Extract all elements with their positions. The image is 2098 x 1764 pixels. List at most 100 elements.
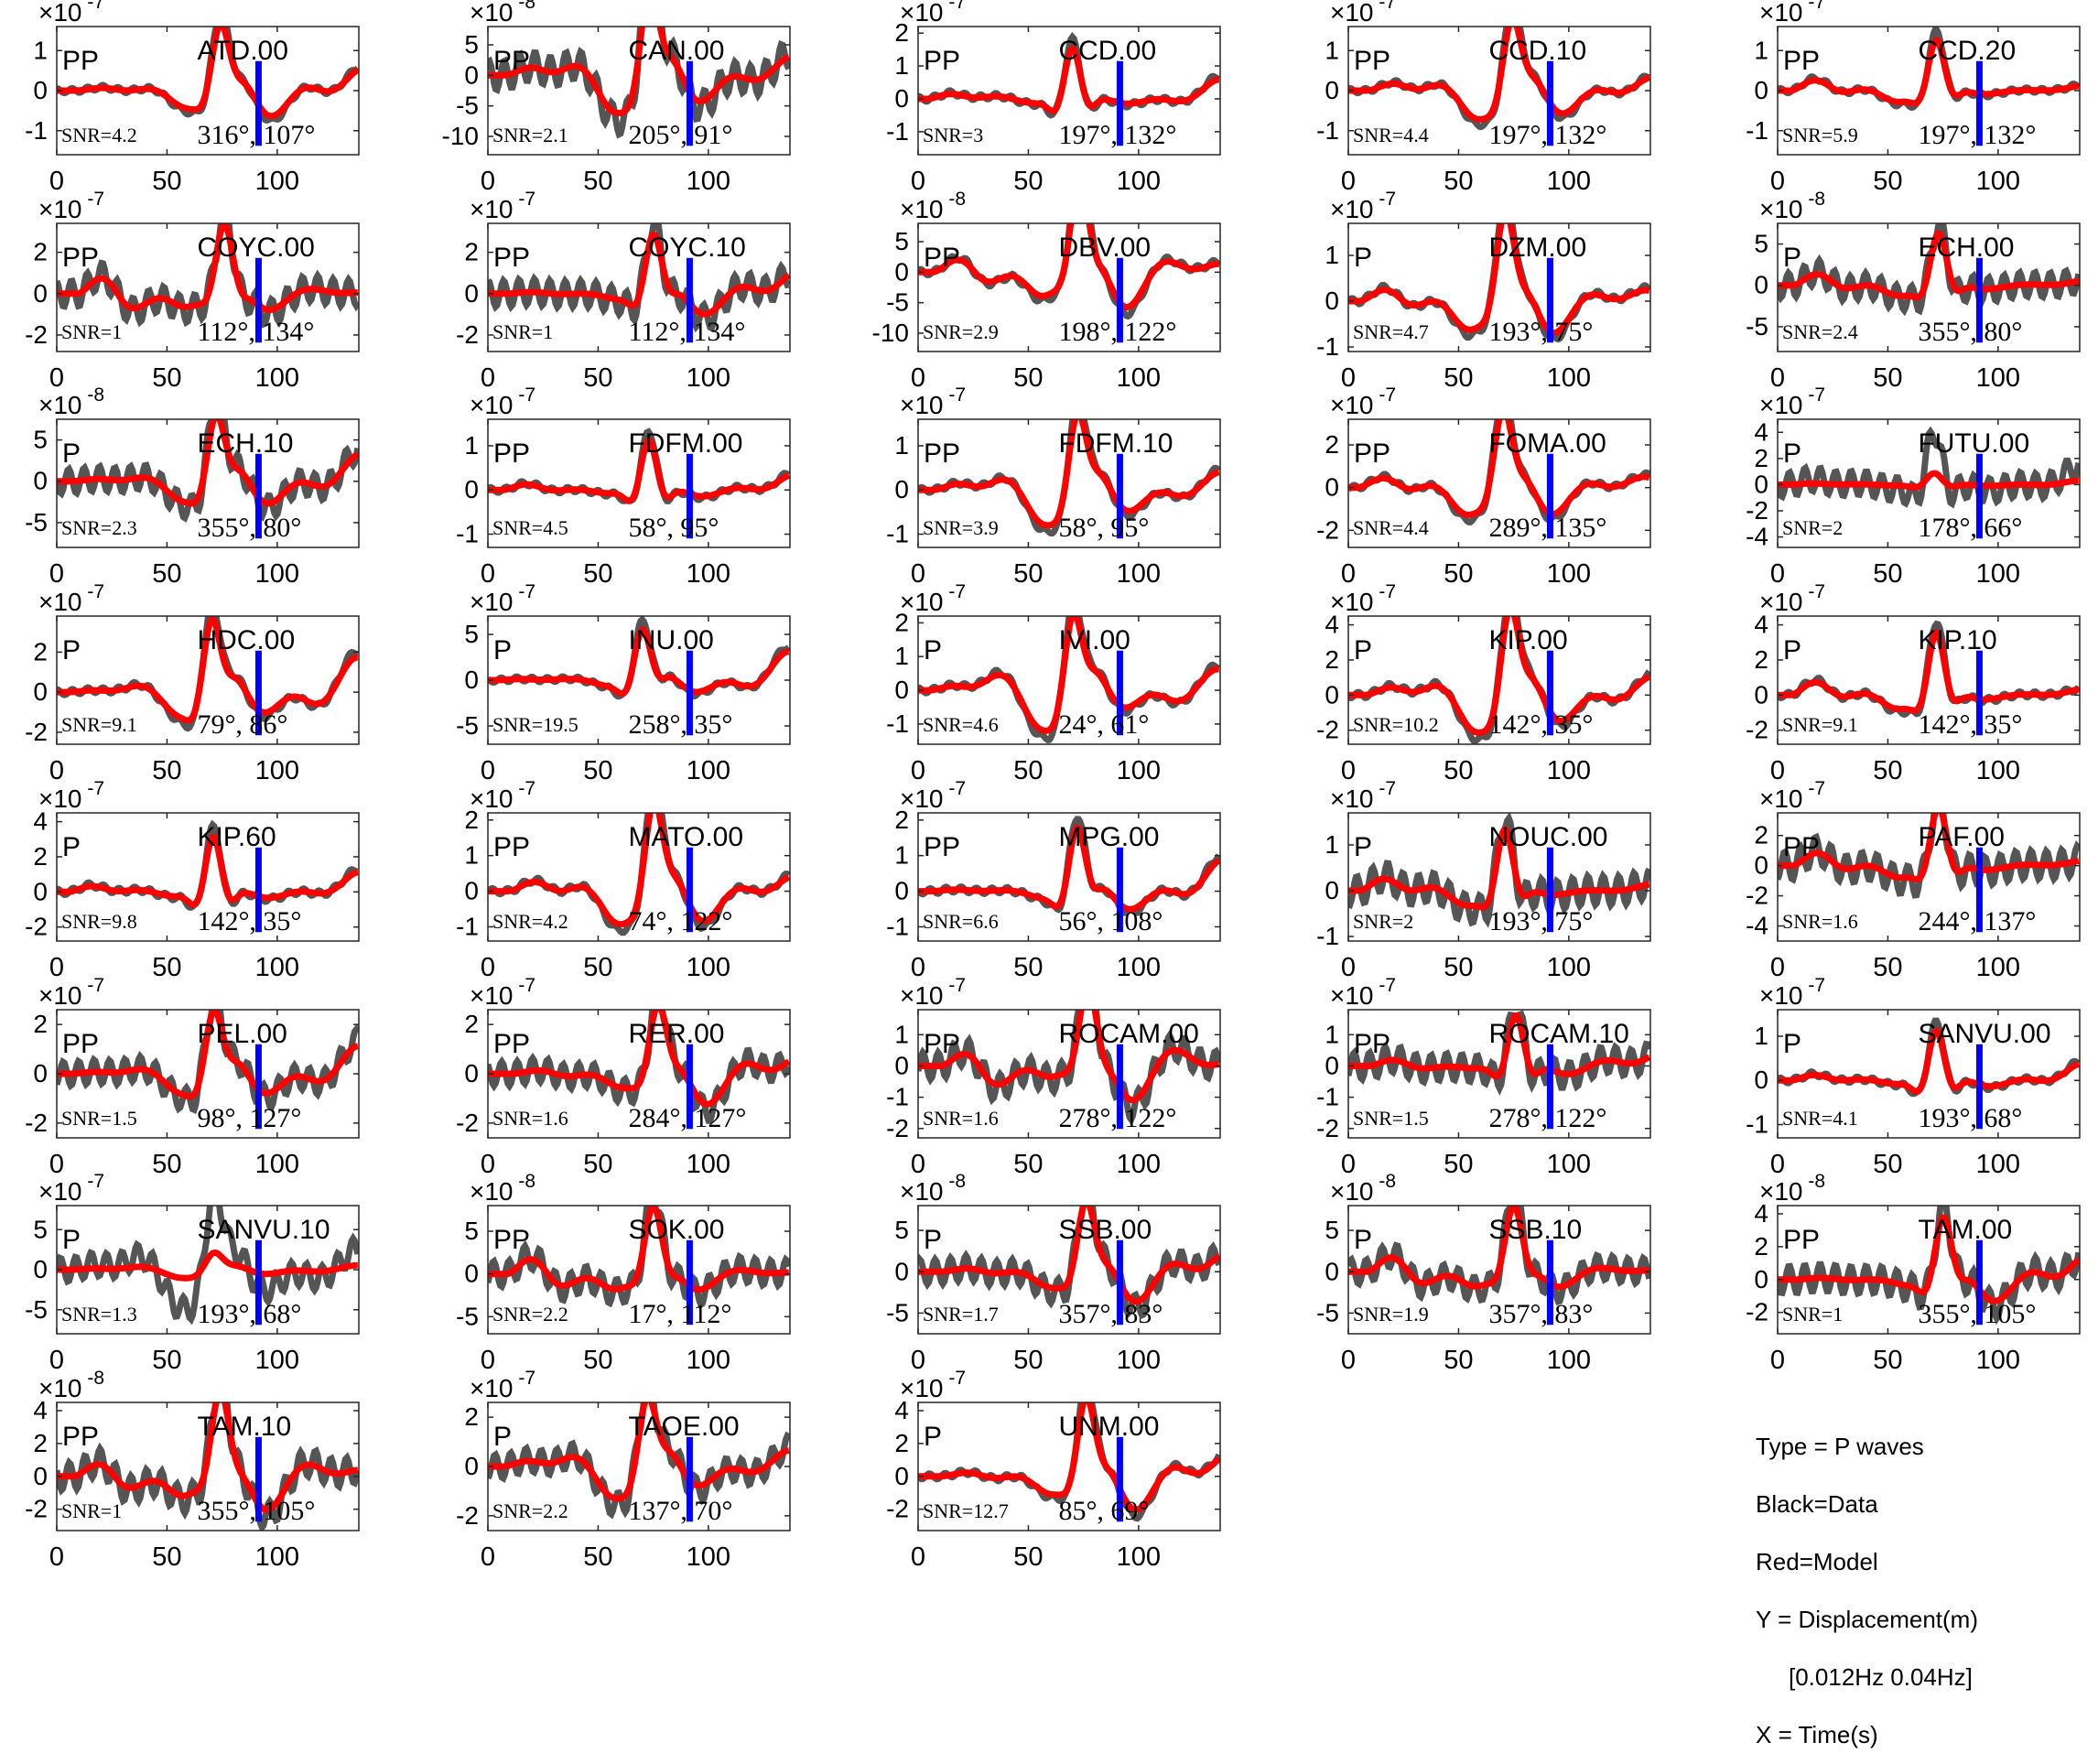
snr-label: SNR=9.1 <box>61 713 137 736</box>
axes-box <box>1347 615 1651 745</box>
snr-label: SNR=4.5 <box>492 516 568 539</box>
axes-box <box>1347 1205 1651 1335</box>
y-tick-label: 1 <box>894 51 909 80</box>
x-tick-label: 0 <box>1770 1150 1785 1179</box>
x-tick-label: 100 <box>1547 1346 1591 1375</box>
axes-box <box>1347 222 1651 352</box>
y-tick-label: 0 <box>1754 271 1768 299</box>
y-exponent-label: ×10 -7 <box>900 581 966 616</box>
y-tick-label: 1 <box>33 36 48 64</box>
y-exponent-label: ×10 -8 <box>38 384 104 419</box>
phase-label: PP <box>1354 438 1390 469</box>
data-trace <box>488 1010 790 1124</box>
y-tick-label: 0 <box>894 257 909 286</box>
model-trace <box>1778 1027 2080 1096</box>
y-exponent-label: ×10 -7 <box>470 189 535 223</box>
phase-label: PP <box>493 1029 530 1059</box>
azimuth-label: 355°, 80° <box>197 513 301 543</box>
x-tick-label: 100 <box>255 1542 299 1567</box>
station-label: IVI.00 <box>1058 625 1130 655</box>
axes-box <box>917 222 1221 352</box>
x-tick-label: 0 <box>49 756 64 785</box>
axes-box <box>487 1205 791 1335</box>
y-exponent-label: ×10 -7 <box>1759 778 1825 813</box>
y-tick-label: 2 <box>894 608 909 636</box>
x-tick-label: 50 <box>583 953 612 982</box>
x-tick-label: 50 <box>1013 1346 1043 1375</box>
x-tick-label: 50 <box>1013 559 1043 589</box>
station-label: CAN.00 <box>628 36 724 66</box>
y-tick-label: 0 <box>894 1462 909 1490</box>
snr-label: SNR=4.7 <box>1353 320 1429 343</box>
station-label: FDFM.00 <box>628 428 742 459</box>
snr-label: SNR=1 <box>61 320 122 343</box>
y-tick-label: 0 <box>894 1051 909 1079</box>
azimuth-label: 98°, 127° <box>197 1103 301 1133</box>
y-exponent-label: ×10 -7 <box>1759 975 1825 1010</box>
azimuth-label: 284°, 127° <box>628 1103 746 1133</box>
model-trace <box>918 1206 1220 1305</box>
y-exponent-label: ×10 -7 <box>900 778 966 813</box>
data-trace <box>57 27 359 124</box>
y-tick-label: 0 <box>1325 680 1339 709</box>
y-tick-label: 5 <box>894 227 909 255</box>
y-tick-label: 0 <box>464 666 479 694</box>
phase-label: P <box>1354 1225 1372 1255</box>
phase-label: PP <box>1783 832 1820 862</box>
x-tick-label: 0 <box>1770 756 1785 785</box>
phase-label: PP <box>1354 46 1390 76</box>
x-tick-label: 100 <box>255 363 299 393</box>
snr-label: SNR=9.1 <box>1782 713 1858 736</box>
snr-label: SNR=1.9 <box>1353 1303 1429 1326</box>
azimuth-label: 56°, 108° <box>1058 906 1163 936</box>
phase-label: PP <box>1783 46 1820 76</box>
model-trace <box>488 437 790 504</box>
x-tick-label: 50 <box>1873 953 1902 982</box>
azimuth-label: 278°, 122° <box>1488 1103 1606 1133</box>
y-tick-label: 1 <box>894 1020 909 1048</box>
snr-label: SNR=12.7 <box>923 1499 1009 1522</box>
y-tick-label: 2 <box>1325 430 1339 459</box>
y-tick-label: -5 <box>456 1302 479 1330</box>
phase-label: P <box>1783 1029 1801 1059</box>
axes-box <box>1777 812 2081 942</box>
y-tick-label: -2 <box>25 1495 48 1523</box>
station-label: CCD.10 <box>1488 36 1586 66</box>
snr-label: SNR=1.5 <box>61 1107 137 1130</box>
y-tick-label: 2 <box>33 842 48 871</box>
y-tick-label: 2 <box>33 1429 48 1457</box>
y-exponent-label: ×10 -7 <box>900 1368 966 1402</box>
azimuth-label: 112°, 134° <box>197 317 314 347</box>
x-tick-label: 100 <box>1117 756 1161 785</box>
y-tick-label: -10 <box>872 319 909 347</box>
x-tick-label: 100 <box>687 559 730 589</box>
azimuth-label: 258°, 35° <box>628 709 732 740</box>
x-tick-label: 100 <box>687 167 730 196</box>
y-tick-label: 1 <box>894 841 909 870</box>
azimuth-label: 178°, 66° <box>1918 513 2022 543</box>
station-label: FDFM.10 <box>1058 428 1173 459</box>
y-tick-label: -5 <box>886 288 909 317</box>
y-exponent-label: ×10 -7 <box>38 189 104 223</box>
model-trace <box>1778 1214 2080 1304</box>
y-tick-label: 0 <box>1325 1051 1339 1079</box>
y-exponent-label: ×10 -8 <box>900 1171 966 1206</box>
axes-box <box>487 812 791 942</box>
model-trace <box>918 616 1220 734</box>
y-tick-label: 5 <box>464 1217 479 1245</box>
snr-label: SNR=2.2 <box>492 1499 568 1522</box>
model-trace <box>918 1402 1220 1513</box>
x-tick-label: 0 <box>911 1542 925 1567</box>
station-label: ROCAM.00 <box>1058 1019 1198 1049</box>
snr-label: SNR=2.9 <box>923 320 999 343</box>
